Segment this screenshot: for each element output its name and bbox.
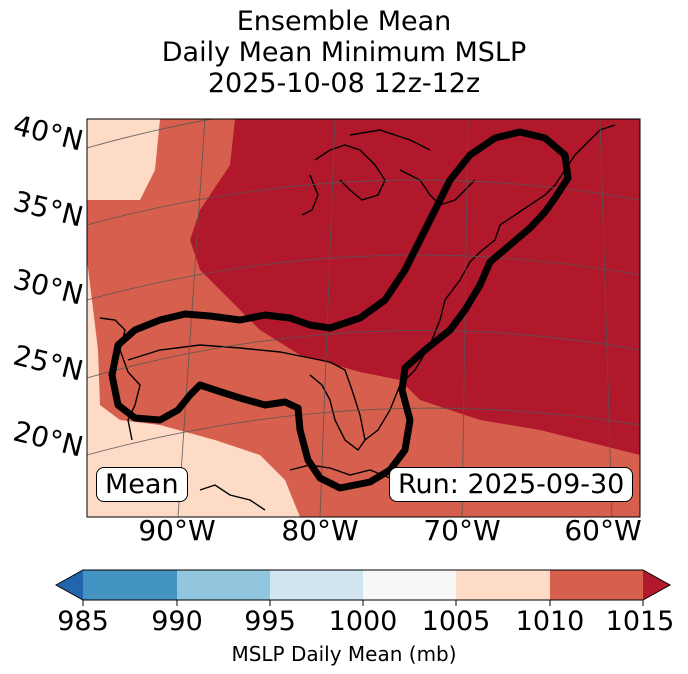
map-area [87, 119, 640, 517]
colorbar-tick-985: 985 [57, 606, 109, 637]
lon-label-70: 70°W [423, 514, 501, 547]
colorbar-bin-1000-1005 [363, 570, 456, 600]
colorbar-tick-1005: 1005 [421, 606, 491, 637]
colorbar [54, 569, 672, 606]
colorbar-tick-990: 990 [151, 606, 203, 637]
map-frame [86, 118, 641, 518]
colorbar-tick-995: 995 [244, 606, 296, 637]
colorbar-bin-985-990 [83, 570, 177, 600]
lon-label-90: 90°W [138, 514, 216, 547]
colorbar-tick-1015: 1015 [605, 606, 675, 637]
mean-label-box: Mean [96, 467, 188, 502]
colorbar-bin-1010-1015 [550, 570, 643, 600]
colorbar-tick-1000: 1000 [328, 606, 398, 637]
colorbar-tick-1010: 1010 [515, 606, 585, 637]
title-line-3: 2025-10-08 12z-12z [207, 68, 481, 99]
colorbar-bin-1005-1010 [456, 570, 550, 600]
title-line-2: Daily Mean Minimum MSLP [161, 37, 527, 68]
lon-label-80: 80°W [281, 514, 359, 547]
colorbar-bin-990-995 [177, 570, 270, 600]
colorbar-label: MSLP Daily Mean (mb) [231, 642, 457, 666]
region-1015-plus [190, 119, 640, 455]
title-line-1: Ensemble Mean [236, 6, 452, 37]
colorbar-extend-high [643, 570, 670, 600]
run-label-box: Run: 2025-09-30 [389, 467, 634, 502]
contour-outline [108, 128, 572, 492]
chart-title: Ensemble Mean Daily Mean Minimum MSLP 20… [0, 6, 688, 99]
lon-label-60: 60°W [564, 514, 642, 547]
colorbar-extend-low [56, 570, 83, 600]
colorbar-bin-995-1000 [270, 570, 363, 600]
